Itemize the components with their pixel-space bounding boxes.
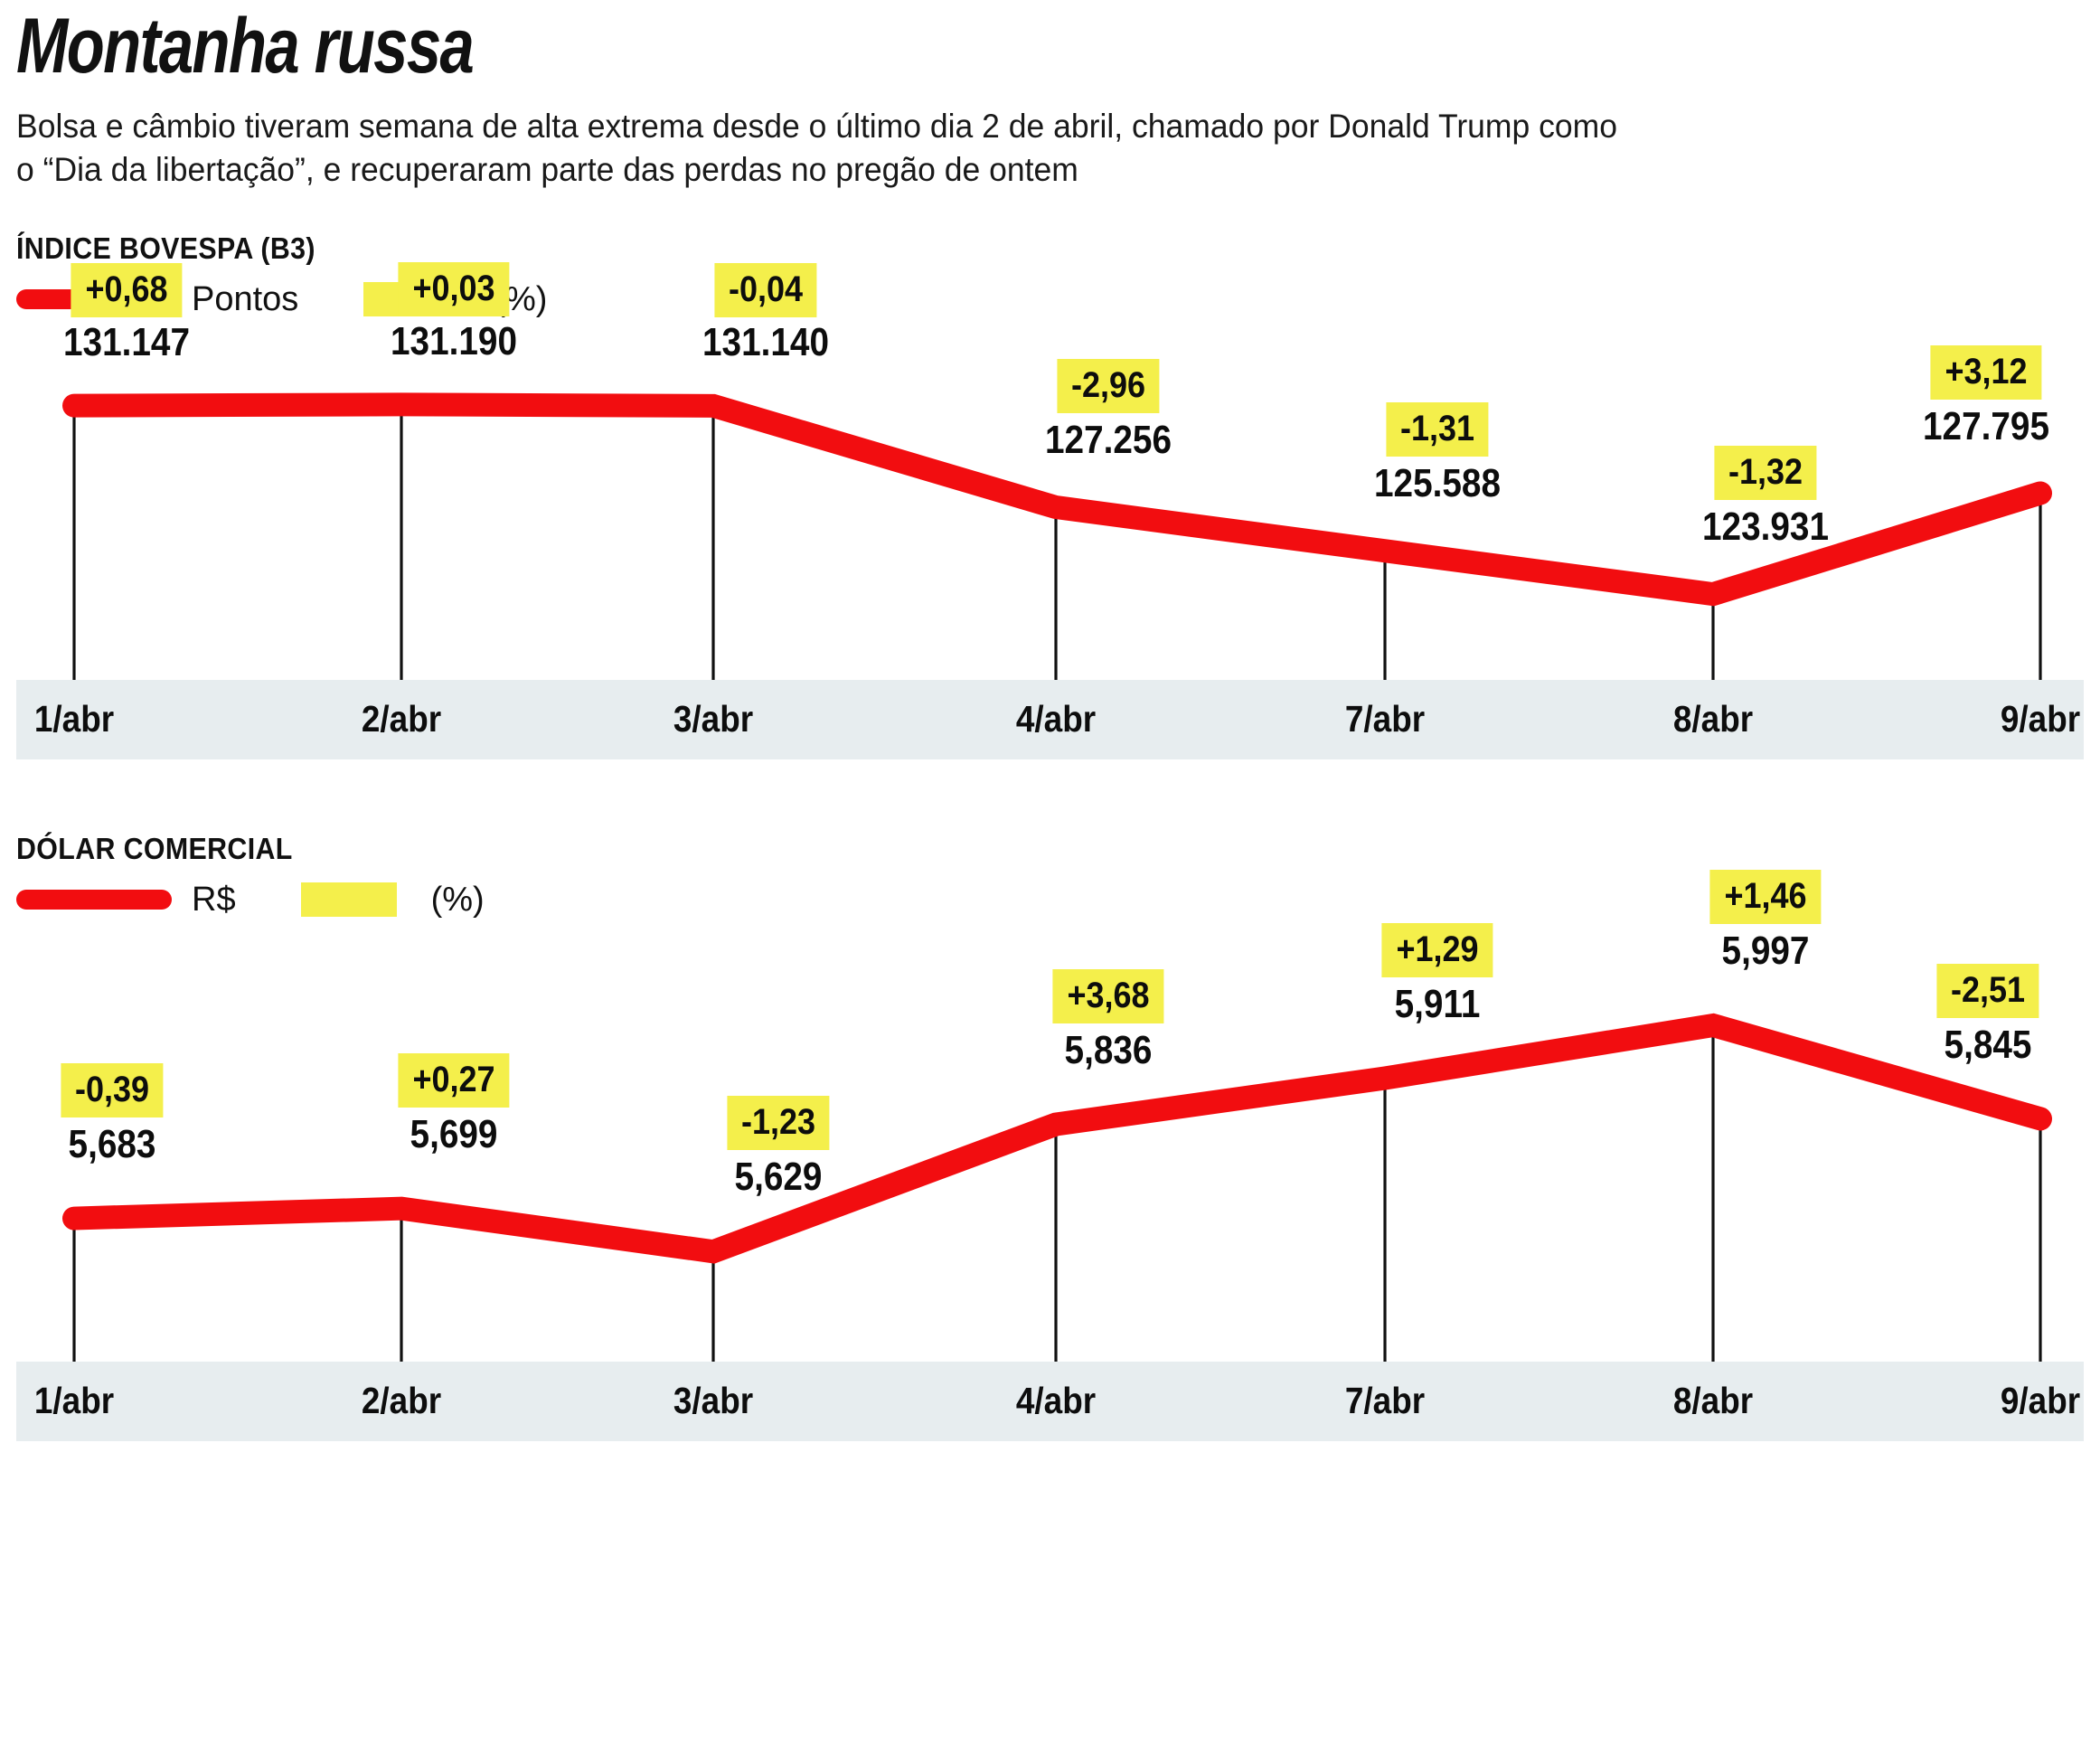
x-axis-label: 1/abr xyxy=(33,698,115,740)
x-axis-label: 4/abr xyxy=(1015,1380,1097,1422)
point-pct-badge: -1,32 xyxy=(1714,446,1817,501)
point-pct-badge: +1,29 xyxy=(1381,922,1493,977)
point-pct-text: +0,03 xyxy=(412,268,495,308)
point-value-label: 131.190 xyxy=(381,318,525,363)
x-axis-label: 9/abr xyxy=(2000,1380,2081,1422)
x-axis-label: 7/abr xyxy=(1344,698,1426,740)
point-value-text: 123.931 xyxy=(1702,505,1829,550)
x-axis-label: 3/abr xyxy=(673,698,754,740)
point-pct-badge: +0,68 xyxy=(71,262,183,317)
point-value-label: 125.588 xyxy=(1365,464,1509,504)
point-pct-text: +1,29 xyxy=(1396,929,1479,969)
series-line xyxy=(62,392,2052,607)
page-subtitle: Bolsa e câmbio tiveram semana de alta ex… xyxy=(16,108,1617,189)
point-value-label: 5,845 xyxy=(1938,1022,2038,1067)
point-pct-badge: -2,51 xyxy=(1936,963,2039,1018)
point-pct-text: -0,39 xyxy=(74,1069,150,1109)
point-pct-badge: -1,31 xyxy=(1386,402,1489,457)
point-value-label: 5,911 xyxy=(1389,981,1486,1026)
point-pct-badge: -0,39 xyxy=(61,1062,164,1117)
legend-pct-swatch-icon xyxy=(300,882,397,918)
legend-line-swatch-icon xyxy=(16,890,172,910)
chart-legend-dolar: R$ (%) xyxy=(16,879,2084,920)
point-pct-text: -2,96 xyxy=(1070,365,1146,406)
point-value-text: 5,699 xyxy=(410,1111,498,1156)
point-value-label: 123.931 xyxy=(1693,507,1837,547)
point-value-text: 5,911 xyxy=(1394,981,1481,1026)
point-value-text: 131.140 xyxy=(702,320,829,365)
point-value-label: 5,699 xyxy=(404,1111,504,1156)
point-pct-text: +1,46 xyxy=(1724,876,1807,917)
point-value-label: 127.795 xyxy=(1914,403,2058,448)
point-pct-text: +3,68 xyxy=(1067,975,1150,1015)
point-value-label: 5,683 xyxy=(62,1121,162,1166)
point-value-label: 5,629 xyxy=(729,1157,828,1197)
point-value-text: 125.588 xyxy=(1374,461,1501,506)
chart-plot-bovespa: 1/abr 2/abr 3/abr 4/abr 7/abr 8/abr 9/abr +0,68… xyxy=(16,261,2084,790)
legend-line-label: Pontos xyxy=(192,279,299,318)
point-value-text: 5,629 xyxy=(734,1155,823,1200)
x-axis-label: 2/abr xyxy=(361,1380,442,1422)
chart-block-bovespa: ÍNDICE BOVESPA (B3) Pontos (%) 1/abr 2/ab… xyxy=(16,231,2084,790)
point-value-text: 127.795 xyxy=(1923,403,2049,448)
point-pct-badge: +3,12 xyxy=(1930,344,2042,400)
point-pct-text: -1,23 xyxy=(740,1102,816,1143)
x-axis-label: 4/abr xyxy=(1015,698,1097,740)
point-pct-text: +0,27 xyxy=(412,1059,495,1099)
point-value-label: 5,997 xyxy=(1716,931,1815,971)
point-pct-text: -2,51 xyxy=(1950,969,2026,1010)
point-value-text: 131.147 xyxy=(63,319,190,364)
point-value-label: 127.256 xyxy=(1036,420,1180,460)
chart-plot-dolar: 1/abr 2/abr 3/abr 4/abr 7/abr 8/abr 9/abr -0,39… xyxy=(16,870,2084,1470)
legend-pct-label: (%) xyxy=(430,880,485,919)
series-line xyxy=(62,1013,2052,1264)
x-axis-band xyxy=(16,680,2084,760)
chart-heading-bovespa: ÍNDICE BOVESPA (B3) xyxy=(16,231,315,266)
point-pct-badge: +3,68 xyxy=(1052,968,1164,1023)
point-pct-badge: +1,46 xyxy=(1709,870,1822,925)
point-value-label: 131.147 xyxy=(54,319,198,364)
x-axis-label: 9/abr xyxy=(2000,698,2081,740)
chart-canvas xyxy=(62,1013,2052,1363)
point-pct-text: +0,68 xyxy=(85,269,168,309)
point-pct-text: -1,31 xyxy=(1399,409,1475,449)
point-pct-badge: -0,04 xyxy=(714,263,817,318)
x-axis-label: 8/abr xyxy=(1672,698,1754,740)
page-title: Montanha russa xyxy=(16,3,475,90)
point-pct-text: +3,12 xyxy=(1945,351,2028,391)
x-axis-label: 7/abr xyxy=(1344,1380,1426,1422)
legend-line-label: R$ xyxy=(192,880,236,919)
point-value-text: 5,845 xyxy=(1944,1022,2032,1067)
point-value-text: 5,683 xyxy=(68,1121,156,1166)
infographic-page: Montanha russa Bolsa e câmbio tiveram se… xyxy=(0,7,2100,1754)
point-value-text: 131.190 xyxy=(391,318,517,363)
point-pct-badge: +0,03 xyxy=(398,261,510,316)
x-axis-label: 2/abr xyxy=(361,698,442,740)
point-pct-text: -0,04 xyxy=(728,269,804,310)
x-axis-label: 8/abr xyxy=(1672,1380,1754,1422)
point-pct-badge: +0,27 xyxy=(398,1052,510,1108)
x-axis-label: 3/abr xyxy=(673,1380,754,1422)
point-pct-badge: -1,23 xyxy=(727,1096,830,1151)
point-value-text: 5,997 xyxy=(1721,929,1810,974)
chart-legend-bovespa: Pontos (%) xyxy=(16,278,2084,320)
chart-heading-dolar: DÓLAR COMERCIAL xyxy=(16,832,293,866)
point-value-label: 5,836 xyxy=(1059,1027,1158,1072)
x-axis-label: 1/abr xyxy=(33,1380,115,1422)
point-pct-badge: -2,96 xyxy=(1057,359,1160,414)
point-pct-text: -1,32 xyxy=(1728,452,1803,493)
point-value-text: 5,836 xyxy=(1064,1027,1153,1072)
x-axis-band xyxy=(16,1362,2084,1442)
point-value-label: 131.140 xyxy=(693,323,837,363)
chart-canvas xyxy=(62,392,2052,681)
chart-block-dolar: DÓLAR COMERCIAL R$ (%) 1/abr 2/abr 3/abr 4/… xyxy=(16,832,2084,1470)
point-value-text: 127.256 xyxy=(1045,418,1172,463)
